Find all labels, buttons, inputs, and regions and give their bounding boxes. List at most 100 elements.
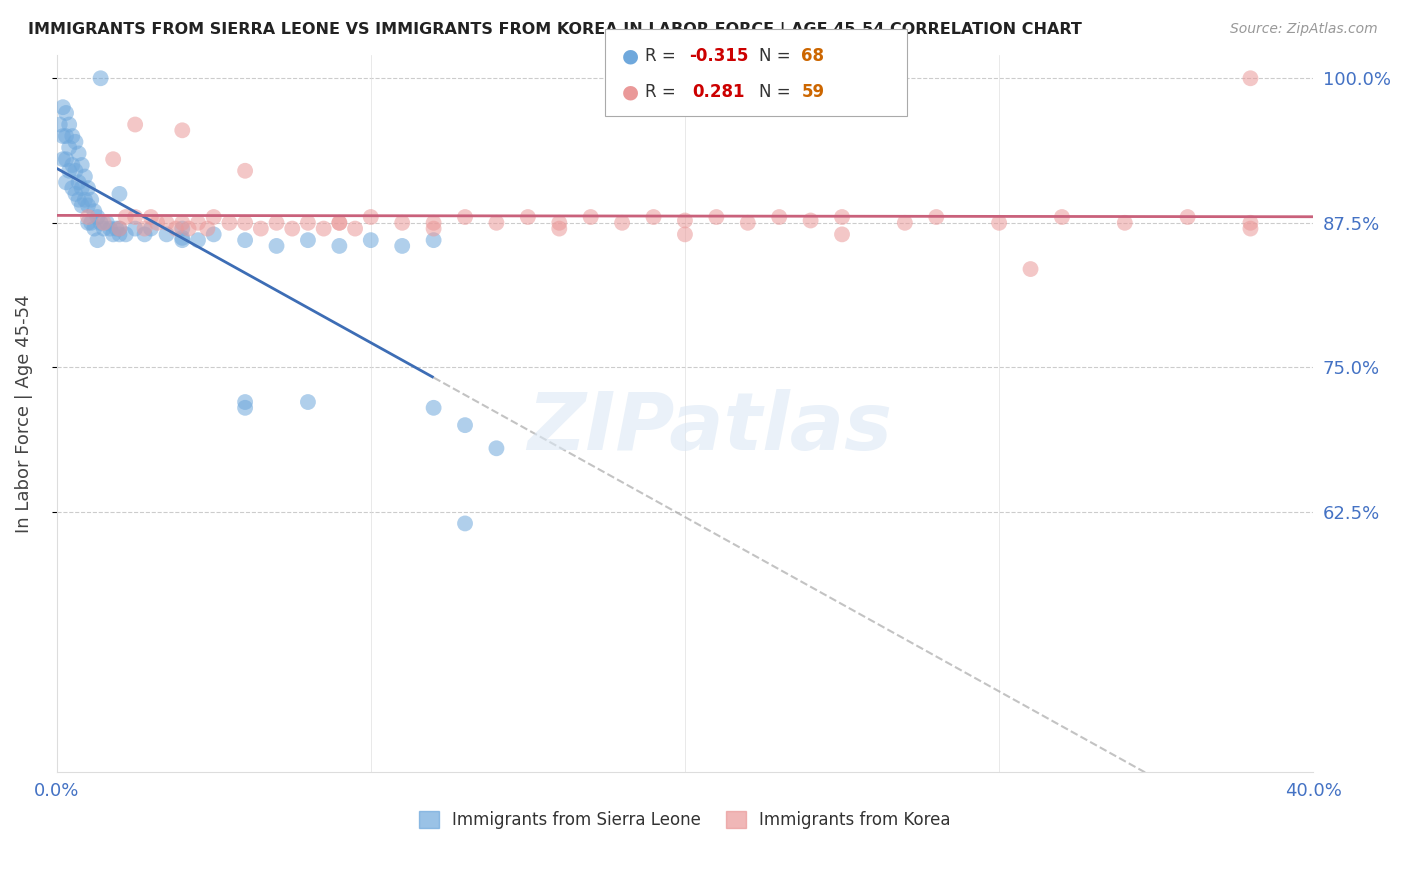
Point [86,233,108,247]
Point [344,221,367,235]
Point [172,216,194,230]
Point [134,227,156,242]
Point [105,221,128,235]
Point [67,146,90,161]
Point [1114,216,1136,230]
Point [48,118,70,132]
Point [55,152,77,166]
Point [60,181,83,195]
Point [202,227,225,242]
Point [266,239,288,253]
Point [52,100,75,114]
Point [77,210,100,224]
Point [233,163,256,178]
Point [172,221,194,235]
Point [988,216,1011,230]
Point [297,233,319,247]
Point [548,216,571,230]
Point [70,158,93,172]
Point [80,193,103,207]
Legend: Immigrants from Sierra Leone, Immigrants from Korea: Immigrants from Sierra Leone, Immigrants… [412,804,957,836]
Point [67,175,90,189]
Point [485,216,508,230]
Point [55,106,77,120]
Point [831,227,853,242]
Point [172,233,194,247]
Point [894,216,917,230]
Point [454,210,477,224]
Point [172,123,194,137]
Point [77,216,100,230]
Point [65,186,87,201]
Point [454,418,477,433]
Point [328,216,350,230]
Point [60,129,83,144]
Point [187,233,209,247]
Point [124,221,146,235]
Point [93,221,115,235]
Text: Source: ZipAtlas.com: Source: ZipAtlas.com [1230,22,1378,37]
Point [124,210,146,224]
Point [93,216,115,230]
Point [90,216,112,230]
Point [643,210,665,224]
Point [610,216,633,230]
Text: R =: R = [645,83,682,101]
Point [1019,262,1042,277]
Point [1239,216,1261,230]
Point [155,227,177,242]
Point [485,442,508,456]
Point [422,233,444,247]
Point [70,181,93,195]
Point [1050,210,1073,224]
Point [52,152,75,166]
Point [83,221,105,235]
Text: R =: R = [645,47,682,65]
Point [328,216,350,230]
Point [548,221,571,235]
Text: N =: N = [759,83,796,101]
Point [114,227,136,242]
Point [233,401,256,415]
Text: -0.315: -0.315 [689,47,748,65]
Point [58,141,80,155]
Point [108,186,131,201]
Point [77,181,100,195]
Point [422,216,444,230]
Point [831,210,853,224]
Point [737,216,759,230]
Point [297,216,319,230]
Point [422,221,444,235]
Point [177,221,200,235]
Point [114,210,136,224]
Point [155,216,177,230]
Point [96,216,118,230]
Y-axis label: In Labor Force | Age 45-54: In Labor Force | Age 45-54 [15,294,32,533]
Point [124,118,146,132]
Point [1239,221,1261,235]
Text: 59: 59 [801,83,824,101]
Point [73,193,96,207]
Point [197,221,219,235]
Text: 68: 68 [801,47,824,65]
Point [90,71,112,86]
Point [146,216,169,230]
Point [108,221,131,235]
Point [55,129,77,144]
Point [139,221,162,235]
Point [312,221,335,235]
Point [391,239,413,253]
Point [1239,71,1261,86]
Point [80,216,103,230]
Point [297,395,319,409]
Point [579,210,602,224]
Point [98,221,121,235]
Point [454,516,477,531]
Text: 0.281: 0.281 [692,83,744,101]
Point [108,221,131,235]
Point [73,169,96,184]
Point [706,210,728,224]
Point [673,213,696,227]
Point [233,233,256,247]
Point [134,221,156,235]
